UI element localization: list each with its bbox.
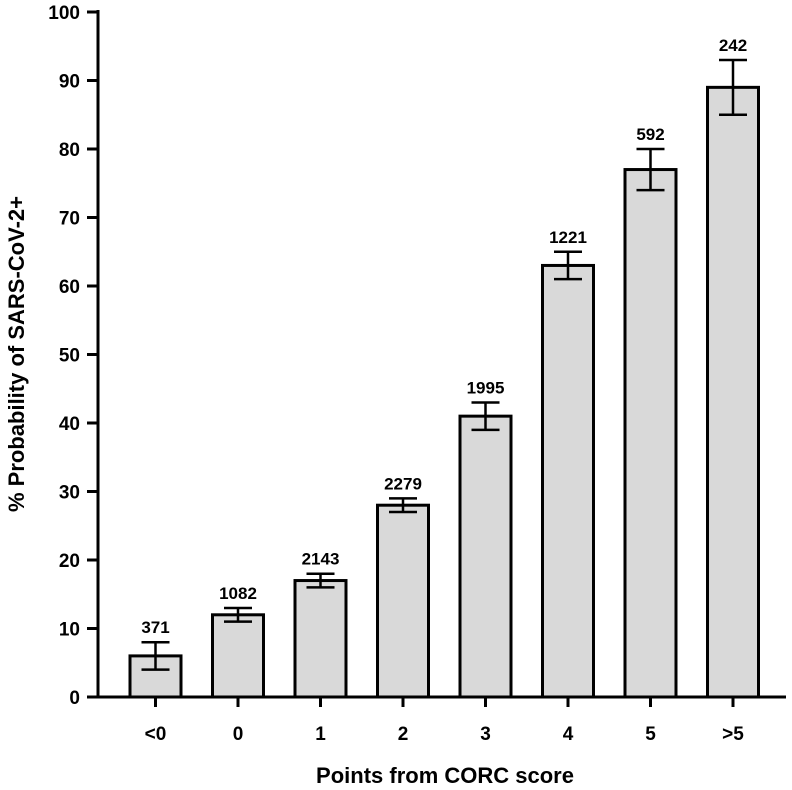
x-tick-label-2: 1 bbox=[315, 724, 326, 745]
y-tick-label-5: 50 bbox=[59, 346, 80, 367]
y-tick-label-6: 60 bbox=[59, 277, 80, 298]
y-tick-label-1: 10 bbox=[59, 620, 80, 641]
x-tick-label-1: 0 bbox=[233, 724, 244, 745]
x-tick-label-7: >5 bbox=[722, 724, 744, 745]
data-label-2: 2143 bbox=[302, 550, 340, 569]
error-bars-layer bbox=[141, 58, 747, 671]
y-tick-label-7: 70 bbox=[59, 209, 80, 230]
bars-layer bbox=[128, 85, 760, 699]
y-axis: 0 10 20 30 40 50 60 70 80 90 100 bbox=[48, 3, 100, 709]
data-label-4: 1995 bbox=[467, 378, 505, 397]
y-tick-label-8: 80 bbox=[59, 140, 80, 161]
data-label-0: 371 bbox=[141, 618, 169, 637]
data-labels-layer: 371 1082 2143 2279 1995 1221 592 242 bbox=[141, 36, 747, 637]
x-tick-label-3: 2 bbox=[398, 724, 409, 745]
y-tick-label-0: 0 bbox=[69, 688, 80, 709]
bar-5 bbox=[541, 263, 595, 699]
data-label-5: 1221 bbox=[549, 228, 587, 247]
bar-6 bbox=[623, 168, 678, 699]
x-axis: <0 0 1 2 3 4 5 >5 bbox=[96, 695, 786, 745]
y-tick-label-3: 30 bbox=[59, 483, 80, 504]
data-label-7: 242 bbox=[719, 36, 747, 55]
y-tick-label-4: 40 bbox=[59, 414, 80, 435]
data-label-3: 2279 bbox=[384, 474, 422, 493]
bar-4 bbox=[458, 414, 513, 699]
y-axis-title: % Probability of SARS-CoV-2+ bbox=[4, 196, 29, 512]
bar-3 bbox=[376, 503, 430, 699]
x-tick-label-6: 5 bbox=[645, 724, 656, 745]
y-tick-label-9: 90 bbox=[59, 72, 80, 93]
data-label-1: 1082 bbox=[219, 584, 257, 603]
x-tick-label-5: 4 bbox=[563, 724, 574, 745]
y-tick-label-2: 20 bbox=[59, 551, 80, 572]
bar-7 bbox=[706, 85, 760, 699]
bar-1 bbox=[211, 613, 265, 699]
data-label-6: 592 bbox=[636, 125, 664, 144]
x-tick-label-0: <0 bbox=[145, 724, 167, 745]
y-tick-label-10: 100 bbox=[48, 3, 80, 24]
bar-2 bbox=[293, 579, 348, 699]
x-tick-label-4: 3 bbox=[480, 724, 491, 745]
x-axis-title: Points from CORC score bbox=[316, 763, 574, 788]
